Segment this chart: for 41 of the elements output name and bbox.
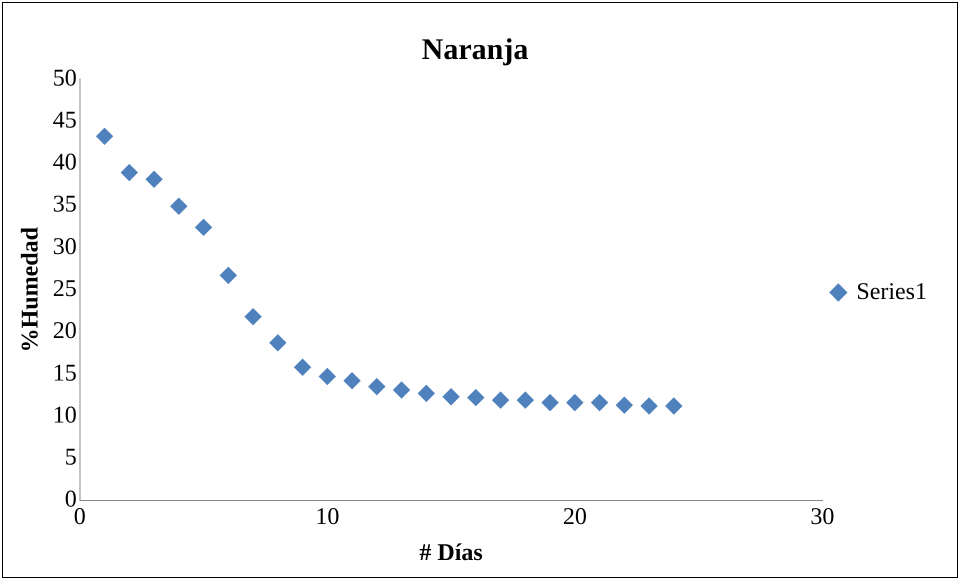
y-tick-label: 45	[52, 107, 77, 134]
point	[96, 128, 114, 145]
point	[665, 398, 682, 415]
point	[318, 368, 336, 386]
point	[170, 198, 188, 215]
point	[591, 394, 608, 412]
chart-title: Naranja	[422, 32, 528, 66]
point	[640, 398, 658, 415]
point	[442, 388, 460, 406]
x-tick-label: 30	[810, 504, 834, 530]
y-tick-label: 5	[64, 444, 77, 471]
point	[492, 392, 510, 409]
y-tick-label: 40	[52, 150, 77, 176]
x-tick-label: 10	[315, 504, 340, 530]
point	[542, 394, 559, 412]
y-tick-label: 20	[52, 318, 77, 344]
point	[368, 378, 386, 396]
point	[146, 170, 163, 188]
point	[220, 266, 237, 284]
y-tick-label: 30	[52, 234, 77, 260]
point	[269, 334, 286, 352]
point	[516, 392, 534, 409]
point	[244, 308, 262, 326]
point	[344, 372, 361, 390]
y-axis-title: %Humedad	[18, 226, 44, 352]
y-tick-label: 10	[52, 402, 77, 428]
point	[195, 218, 212, 236]
y-tick-label: 50	[52, 65, 77, 92]
point	[616, 396, 633, 414]
y-tick-label: 15	[52, 360, 77, 386]
point	[467, 389, 484, 406]
point	[120, 164, 138, 182]
x-axis-title: # Días	[419, 540, 483, 566]
x-tick-label: 20	[562, 504, 587, 530]
point	[418, 384, 435, 402]
y-tick-label: 25	[52, 276, 77, 302]
y-tick-label: 35	[52, 192, 77, 218]
point	[566, 394, 584, 412]
legend-label: Series1	[856, 278, 928, 305]
point	[294, 358, 312, 376]
point	[393, 381, 410, 398]
